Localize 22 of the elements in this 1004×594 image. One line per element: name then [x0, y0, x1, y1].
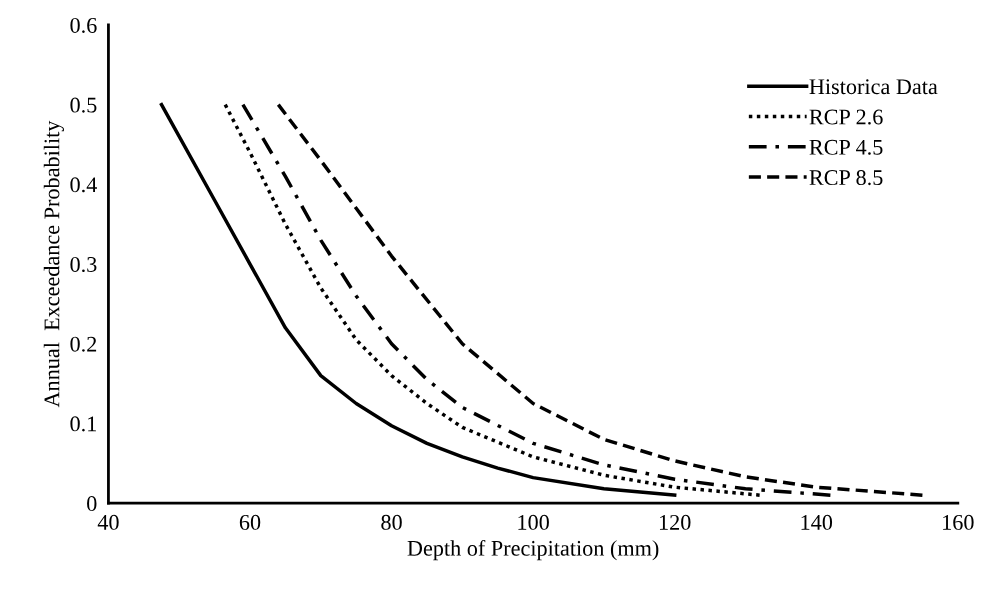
x-tick-label: 80	[381, 514, 402, 530]
y-tick-label: 0.6	[70, 17, 97, 33]
y-tick-label: 0.1	[70, 416, 96, 432]
legend-label: Historica Data	[809, 79, 938, 95]
y-axis-title: Annual Exceedance Probability	[43, 120, 64, 408]
y-tick-label: 0.5	[70, 97, 97, 113]
x-tick-label: 40	[97, 514, 119, 530]
y-tick-label: 0.4	[70, 177, 97, 193]
y-tick-label: 0	[87, 496, 97, 512]
x-tick-label: 160	[943, 514, 974, 530]
x-tick-label: 60	[239, 514, 261, 530]
line-series	[276, 102, 925, 497]
x-axis-title: Depth of Precipitation (mm)	[407, 539, 659, 561]
x-tick-label: 120	[659, 514, 691, 530]
y-tick-label: 0.3	[70, 256, 97, 273]
y-tick-label: 0.2	[70, 336, 97, 352]
legend-label: RCP 8.5	[809, 170, 883, 186]
legend-label: RCP 2.6	[809, 109, 883, 125]
x-tick-label: 100	[518, 514, 549, 530]
legend-label: RCP 4.5	[809, 139, 883, 155]
line-series	[159, 102, 677, 497]
x-tick-label: 140	[801, 514, 833, 530]
